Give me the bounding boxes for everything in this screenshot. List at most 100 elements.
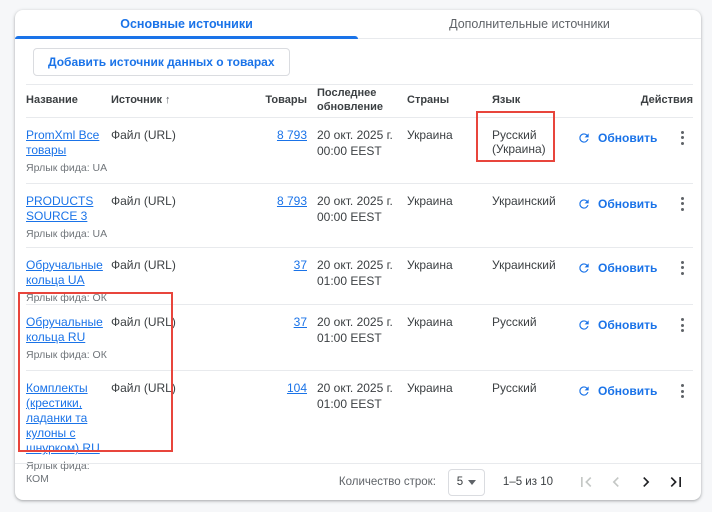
products-count-link[interactable]: 8 793 — [276, 127, 307, 142]
column-header-actions: Действия — [640, 93, 693, 106]
source-cell: Файл (URL) — [111, 193, 176, 208]
first-page-icon — [581, 477, 592, 487]
data-source-name-link[interactable]: Комплекты (крестики, ладанки та кулоны с… — [26, 381, 100, 456]
kebab-menu-icon — [680, 130, 684, 134]
refresh-icon — [579, 262, 589, 273]
table-row: PromXml Все товары Ярлык фида: UA Файл (… — [26, 118, 693, 183]
row-menu-button[interactable] — [671, 255, 693, 281]
language-cell: Русский (Украина) — [492, 127, 546, 156]
actions-cell: Обновить — [575, 118, 695, 151]
name-cell: Обручальные кольца UA Ярлык фида: ОК — [26, 248, 111, 305]
refresh-button[interactable]: Обновить — [575, 193, 659, 215]
refresh-button[interactable]: Обновить — [575, 314, 659, 336]
language-cell: Украинский — [492, 257, 556, 272]
row-menu-button[interactable] — [671, 378, 693, 404]
next-page-button[interactable] — [631, 467, 661, 497]
sort-ascending-icon: ↑ — [165, 93, 171, 106]
chevron-right-icon — [643, 477, 650, 487]
countries-cell: Украина — [407, 257, 453, 272]
last-page-button[interactable] — [661, 467, 691, 497]
updated-cell: 20 окт. 2025 г. 00:00 EEST — [317, 127, 393, 158]
pagination-controls — [571, 467, 691, 497]
refresh-icon — [579, 132, 589, 143]
source-cell: Файл (URL) — [111, 257, 176, 272]
source-cell: Файл (URL) — [111, 381, 176, 396]
language-cell: Русский — [492, 315, 537, 330]
data-source-name-link[interactable]: PRODUCTS SOURCE 3 — [26, 193, 94, 223]
table-footer: Количество строк: 5 1–5 из 10 — [15, 463, 701, 500]
products-cell: 8 793 — [191, 118, 307, 142]
last-page-icon — [670, 477, 681, 487]
rows-per-page-label: Количество строк: — [338, 476, 436, 488]
kebab-menu-icon — [680, 384, 684, 388]
chevron-left-icon — [612, 477, 619, 487]
countries-cell: Украина — [407, 127, 453, 142]
refresh-icon — [579, 198, 589, 209]
countries-cell: Украина — [407, 315, 453, 330]
products-count-link[interactable]: 8 793 — [276, 193, 307, 208]
language-cell: Русский — [492, 381, 537, 396]
source-cell: Файл (URL) — [111, 315, 176, 330]
tab-primary-sources[interactable]: Основные источники — [15, 10, 358, 39]
previous-page-button[interactable] — [601, 467, 631, 497]
countries-cell: Украина — [407, 193, 453, 208]
refresh-icon — [579, 386, 589, 396]
data-source-name-link[interactable]: Обручальные кольца UA — [26, 257, 103, 287]
products-cell: 37 — [191, 305, 307, 329]
products-cell: 8 793 — [191, 184, 307, 208]
updated-cell: 20 окт. 2025 г. 01:00 EEST — [317, 257, 393, 288]
products-cell: 37 — [191, 248, 307, 272]
actions-cell: Обновить — [575, 184, 695, 217]
actions-cell: Обновить — [575, 248, 695, 281]
language-cell: Украинский — [492, 193, 556, 208]
data-sources-card: Основные источники Дополнительные источн… — [15, 10, 701, 500]
refresh-button[interactable]: Обновить — [575, 127, 659, 149]
toolbar: Добавить источник данных о товарах — [15, 39, 701, 84]
column-header-source[interactable]: Источник ↑ — [111, 93, 171, 106]
column-header-products: Товары — [265, 93, 307, 106]
actions-cell: Обновить — [575, 305, 695, 338]
table-row: Обручальные кольца UA Ярлык фида: ОК Фай… — [26, 246, 695, 305]
tab-supplemental-sources[interactable]: Дополнительные источники — [449, 17, 610, 31]
products-count-link[interactable]: 104 — [286, 381, 307, 396]
name-cell: PromXml Все товары Ярлык фида: UA — [26, 118, 111, 175]
kebab-menu-icon — [680, 318, 684, 322]
products-count-link[interactable]: 37 — [293, 315, 307, 330]
data-source-name-link[interactable]: PromXml Все товары — [26, 127, 100, 157]
source-cell: Файл (URL) — [111, 127, 176, 142]
refresh-icon — [579, 320, 589, 330]
rows-per-page-select[interactable]: 5 — [447, 468, 485, 496]
row-menu-button[interactable] — [671, 191, 693, 217]
table-row: PRODUCTS SOURCE 3 Ярлык фида: UA Файл (U… — [26, 182, 695, 247]
pagination-range: 1–5 из 10 — [502, 476, 553, 488]
kebab-menu-icon — [680, 196, 684, 200]
name-cell: PRODUCTS SOURCE 3 Ярлык фида: UA — [26, 184, 111, 241]
updated-cell: 20 окт. 2025 г. 01:00 EEST — [317, 315, 393, 346]
table-row: Обручальные кольца RU Ярлык фида: ОК Фай… — [26, 304, 693, 370]
refresh-button[interactable]: Обновить — [575, 380, 659, 402]
tab-bar: Основные источники Дополнительные источн… — [15, 10, 701, 39]
feed-label: Ярлык фида: UA — [26, 227, 108, 240]
caret-down-icon — [468, 479, 477, 485]
countries-cell: Украина — [407, 381, 453, 396]
data-source-name-link[interactable]: Обручальные кольца RU — [26, 315, 103, 345]
updated-cell: 20 окт. 2025 г. 01:00 EEST — [317, 381, 393, 412]
column-header-updated: Последнее обновление — [317, 87, 383, 113]
row-menu-button[interactable] — [671, 312, 693, 338]
feed-label: Ярлык фида: ОК — [26, 349, 107, 362]
name-cell: Обручальные кольца RU Ярлык фида: ОК — [26, 305, 111, 362]
refresh-button[interactable]: Обновить — [575, 257, 659, 279]
actions-cell: Обновить — [575, 371, 695, 404]
add-data-source-button[interactable]: Добавить источник данных о товарах — [33, 47, 290, 76]
kebab-menu-icon — [680, 260, 684, 264]
feed-label: Ярлык фида: ОК — [26, 291, 107, 304]
data-sources-table: Название Источник ↑ Товары Последнее обно… — [15, 84, 701, 485]
first-page-button[interactable] — [571, 467, 601, 497]
column-header-countries: Страны — [407, 93, 450, 106]
products-cell: 104 — [191, 371, 307, 395]
feed-label: Ярлык фида: UA — [26, 161, 108, 174]
table-header-row: Название Источник ↑ Товары Последнее обно… — [26, 84, 693, 118]
table-row: Комплекты (крестики, ладанки та кулоны с… — [26, 370, 693, 485]
row-menu-button[interactable] — [671, 125, 693, 151]
products-count-link[interactable]: 37 — [293, 257, 307, 272]
